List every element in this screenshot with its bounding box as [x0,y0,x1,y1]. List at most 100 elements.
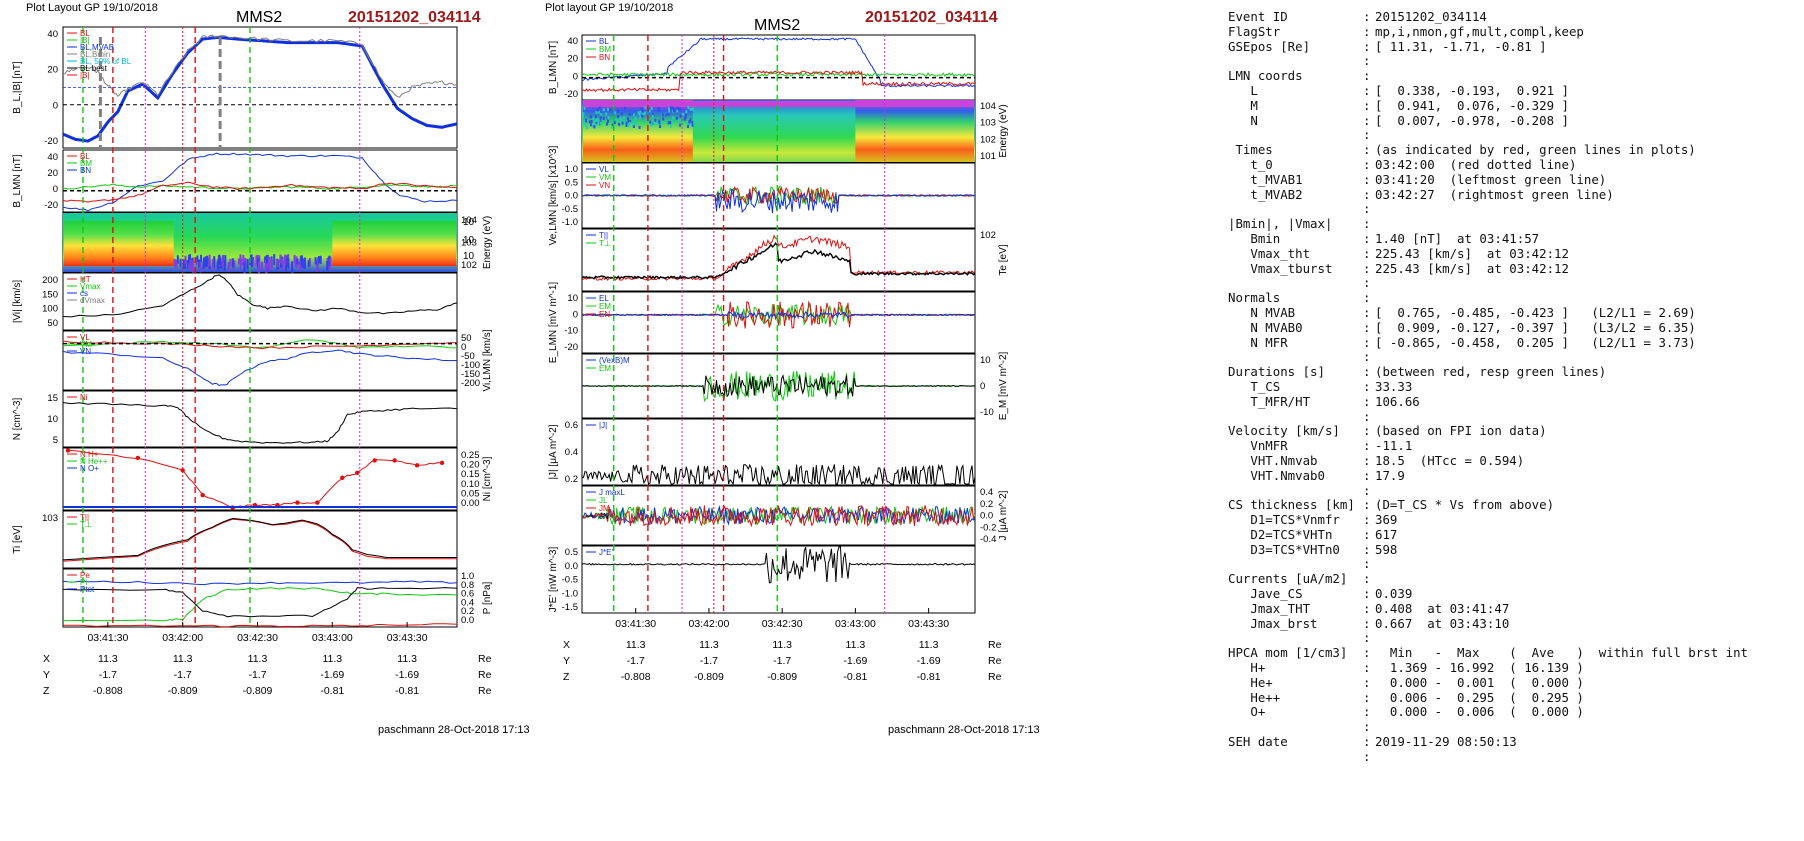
tick-label: 10 [980,355,991,366]
position-value: -0.808 [93,685,123,697]
summary-value: [ 0.909, -0.127, -0.397 ] (L3/L2 = 6.35) [1375,319,1696,335]
position-unit: Re [988,655,1002,667]
summary-colon: : [1363,689,1371,705]
summary-row: FlagStr: mp,i,nmon,gf,mult,compl,keep [1228,23,1798,40]
summary-key: t_MVAB2 [1228,186,1303,202]
summary-row: N MFR:[ -0.865, -0.458, 0.205 ] (L2/L1 =… [1228,334,1798,351]
tick-label: 200 [42,275,58,286]
tick-label: 40 [567,36,578,47]
summary-colon: : [1363,660,1371,676]
spectrogram-speck [319,255,322,264]
tick-label: 0.2 [565,474,578,485]
summary-key: Currents [uA/m2] [1228,571,1348,587]
series-line [62,35,458,143]
summary-value: 03:42:27 (rightmost green line) [1375,186,1614,202]
tick-label: 0.4 [461,597,474,608]
summary-value: mp,i,nmon,gf,mult,compl,keep [1375,23,1584,39]
spectrogram-speck [175,259,178,268]
summary-row: L:[ 0.338, -0.193, 0.921 ] [1228,83,1798,99]
summary-colon: : [1363,319,1371,335]
summary-row: Velocity [km/s]: (based on FPI ion data) [1228,424,1798,439]
tick-label: 103 [461,238,477,249]
spectrogram-speck [671,106,674,110]
panel-frame [581,545,976,614]
spectrogram-speck [691,120,694,124]
time-tick-label: 03:43:30 [908,618,949,630]
legend-label: BL,Bmin [80,50,110,59]
panel-frame [62,149,458,213]
tick-label: -20 [564,342,578,353]
legend-label: VM [80,340,92,349]
summary-colon: : [1363,201,1371,217]
event-title: 20151202_034114 [865,9,998,26]
spectrogram-speck [595,121,598,125]
panel-frame [62,568,458,628]
spectrogram-speck [672,116,675,120]
legend-label: EN [599,310,610,319]
position-value: -0.81 [320,685,344,697]
footer-label: paschmann 28-Oct-2018 17:13 [888,724,1040,736]
data-point [439,460,445,466]
summary-colon: : [1363,97,1371,113]
legend-label: BL [80,152,90,161]
spectrogram-speck [669,106,672,110]
spectrogram-speck [227,261,230,272]
position-unit: Re [478,653,492,665]
summary-key: Jave_CS [1228,586,1303,602]
legend-label: BL, 50% of BL [80,57,132,66]
tick-label: 10 [463,251,475,262]
series-line [581,37,976,88]
spacecraft-title: MMS2 [236,9,282,26]
tick-label: -50 [461,351,475,362]
summary-key: N MFR [1228,334,1288,350]
legend-label: JM [599,504,610,513]
spectrogram-speck [658,121,661,125]
tick-label: -150 [461,369,480,380]
tick-label: -10 [564,326,578,337]
legend-label: JL [599,496,608,505]
spectrogram-speck [213,256,216,264]
legend-label: |J| [599,421,607,430]
position-unit: Re [988,639,1002,651]
summary-value: 0.039 [1375,586,1413,602]
spectrogram-speck [613,121,616,125]
series-line [62,152,458,212]
position-value: 11.3 [173,653,193,665]
tick-label: 0.0 [565,191,578,202]
data-point [180,468,185,473]
spectrogram-speck [216,261,219,269]
spectrogram-speck [606,107,609,111]
tick-label: 0.2 [461,606,474,617]
summary-colon: : [1363,53,1371,69]
summary-row: Vmax_tburst:225.43 [km/s] at 03:42:12 [1228,261,1798,277]
summary-value: 106.66 [1375,393,1420,409]
time-tick-label: 03:41:30 [87,632,128,644]
spectrogram-speck [208,258,211,266]
summary-row: N MVAB0:[ 0.909, -0.127, -0.397 ] (L3/L2… [1228,319,1798,336]
summary-colon: : [1363,556,1371,572]
summary-colon: : [1363,68,1371,84]
tick-label: -1.0 [562,217,578,228]
header-left-label: Plot layout GP 19/10/2018 [545,2,673,14]
summary-colon: : [1363,275,1371,291]
series-line [62,183,458,190]
tick-label: 102 [980,230,996,241]
spectrogram-speck [620,118,623,122]
summary-colon: : [1363,171,1371,187]
tick-label: 0.2 [980,499,993,510]
summary-colon: : [1363,334,1371,350]
tick-label: 50 [47,318,58,329]
spectrogram-speck [641,109,644,113]
position-value: -1.69 [395,669,419,681]
summary-row: T_CS:33.33 [1228,379,1798,395]
spectrogram-speck [268,260,271,271]
spectrogram-speck [632,120,635,124]
spectrogram-speck [218,254,221,265]
tick-label: 0.0 [565,561,578,572]
spectrogram-speck [231,258,234,268]
spectrogram-speck [684,113,687,117]
summary-row: VHT.Nmvab0:17.9 [1228,468,1798,484]
tick-label: 10 [463,217,475,228]
summary-key: N MVAB [1228,304,1296,320]
legend-label: T⊥ [599,239,611,248]
